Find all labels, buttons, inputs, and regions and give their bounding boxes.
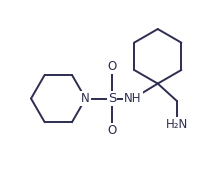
Text: O: O bbox=[107, 124, 117, 137]
Text: S: S bbox=[108, 92, 116, 105]
Text: N: N bbox=[81, 92, 90, 105]
Text: O: O bbox=[107, 60, 117, 73]
Text: NH: NH bbox=[124, 92, 142, 105]
Text: H₂N: H₂N bbox=[166, 118, 188, 131]
